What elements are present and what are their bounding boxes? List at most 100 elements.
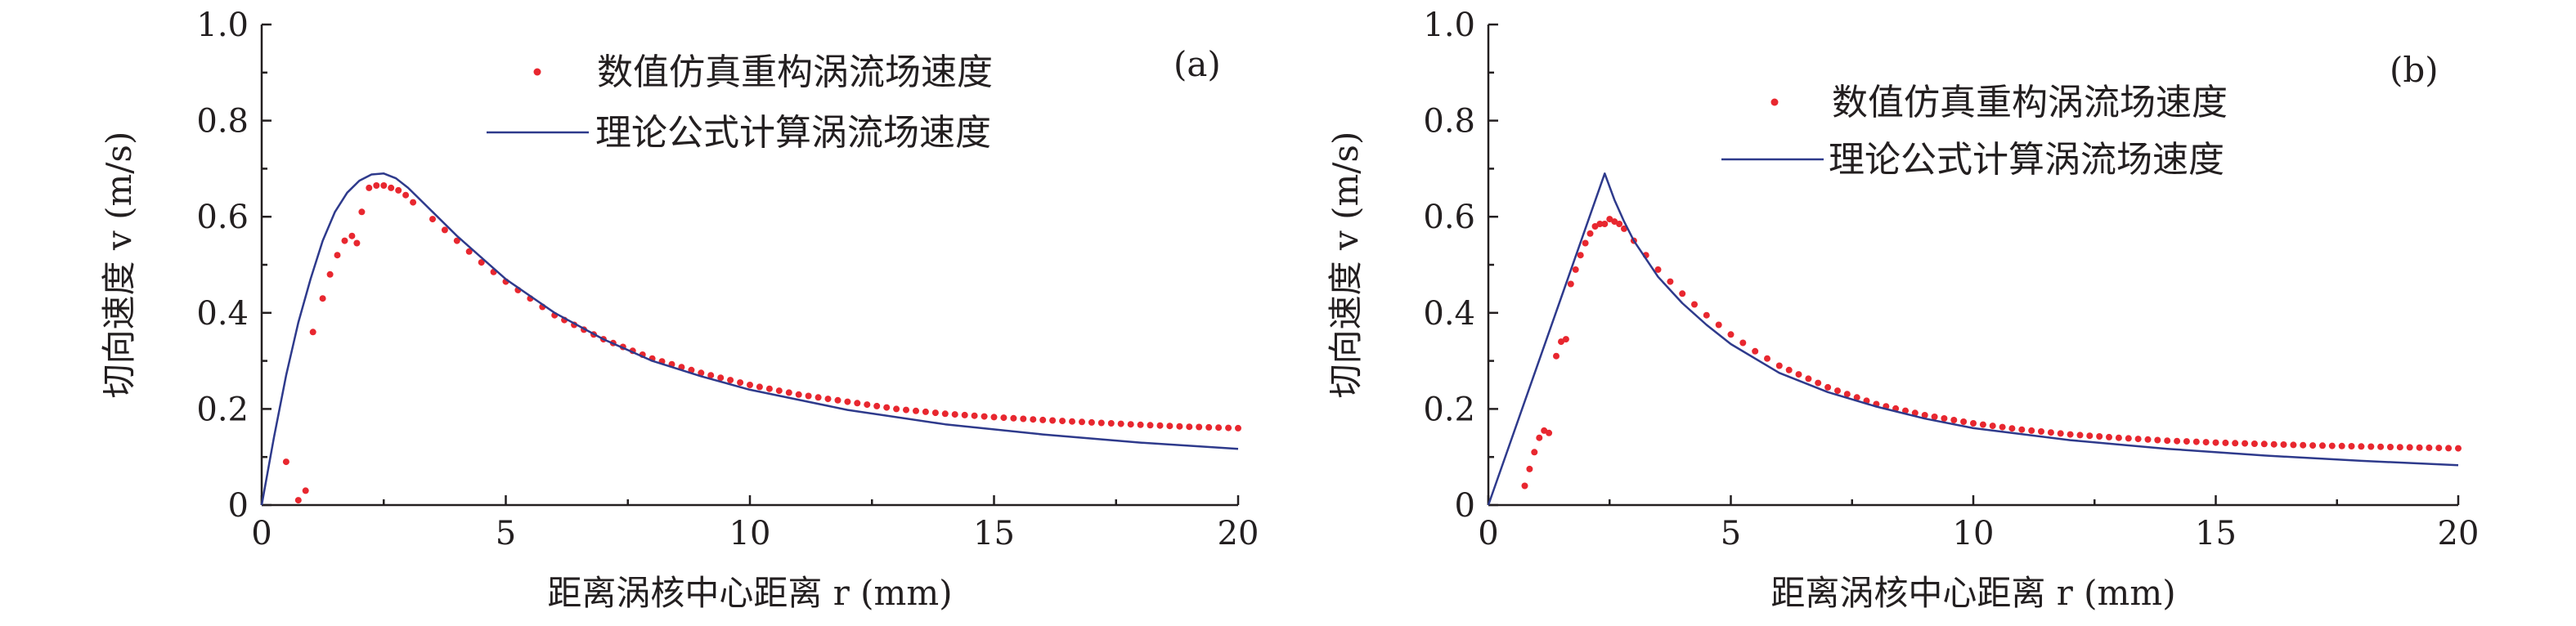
data-point	[1526, 465, 1533, 472]
legend-label-scatter: 数值仿真重构涡流场速度	[1832, 82, 2228, 123]
data-point	[2367, 443, 2375, 450]
data-point	[1553, 352, 1560, 360]
panel-label-a: (a)	[1174, 44, 1221, 84]
data-point	[1970, 420, 1977, 427]
data-point	[1853, 394, 1860, 401]
data-point	[2260, 440, 2268, 448]
data-point	[1196, 423, 1203, 431]
data-point	[1703, 311, 1710, 319]
data-point	[698, 369, 705, 377]
data-point	[2455, 445, 2462, 452]
y-tick-label: 0.8	[196, 103, 249, 141]
data-point	[931, 409, 939, 417]
x-tick-label: 20	[2438, 515, 2480, 552]
data-point	[2280, 441, 2287, 448]
data-point	[756, 383, 763, 391]
x-axis-label: 距离涡核中心距离 r (mm)	[1770, 573, 2175, 613]
data-point	[1679, 290, 1686, 297]
data-point	[2067, 431, 2074, 438]
data-point	[1911, 409, 1919, 417]
data-point	[1097, 419, 1105, 427]
data-point	[775, 387, 783, 395]
data-point	[1950, 417, 1958, 423]
data-point	[981, 413, 988, 420]
data-point	[1989, 423, 1996, 430]
data-point	[429, 216, 436, 223]
x-tick-label: 5	[1721, 515, 1741, 552]
data-point	[1107, 420, 1115, 427]
data-point	[348, 232, 356, 239]
data-point	[707, 372, 715, 379]
data-point	[1156, 422, 1164, 429]
legend-a: 数值仿真重构涡流场速度 理论公式计算涡流场速度	[487, 51, 993, 154]
axes-a	[260, 25, 1238, 507]
data-point	[2377, 443, 2385, 450]
data-point	[990, 414, 998, 421]
data-point	[1127, 421, 1134, 428]
data-point	[2445, 445, 2453, 452]
data-point	[1039, 416, 1047, 423]
data-point	[2348, 443, 2355, 449]
data-point	[2406, 444, 2413, 451]
data-point	[2144, 436, 2152, 443]
data-point	[2134, 436, 2142, 443]
data-point	[961, 411, 968, 418]
data-point	[453, 237, 460, 244]
tick-labels-b: 0 5 10 15 20 0 0.2 0.4 0.6 0.8 1.0	[1423, 7, 2479, 552]
data-point	[2008, 425, 2016, 432]
y-tick-label: 0.4	[1423, 295, 1475, 333]
data-point	[1611, 218, 1618, 226]
data-point	[1764, 355, 1770, 362]
data-point	[2242, 440, 2249, 447]
y-tick-label: 0.2	[1423, 391, 1475, 428]
data-point	[1654, 266, 1662, 273]
data-point	[2396, 444, 2403, 451]
data-point	[380, 182, 388, 189]
data-point	[2232, 440, 2239, 447]
x-tick-label: 5	[496, 515, 516, 552]
data-marks-b	[1487, 172, 2462, 506]
data-point	[1562, 336, 1569, 343]
data-point	[2290, 441, 2297, 449]
data-point	[727, 377, 734, 384]
data-point	[1000, 414, 1008, 422]
x-tick-label: 10	[1953, 515, 1995, 552]
data-point	[1739, 339, 1747, 347]
data-point	[1117, 420, 1124, 427]
data-point	[2028, 427, 2035, 434]
data-point	[2106, 433, 2112, 440]
data-point	[1536, 434, 1543, 441]
data-point	[1521, 482, 1528, 490]
data-point	[1606, 216, 1613, 223]
theory-line	[260, 172, 1239, 506]
data-point	[1601, 221, 1609, 227]
y-tick-label: 0.4	[196, 295, 249, 333]
data-point	[893, 405, 900, 413]
data-point	[1235, 424, 1241, 431]
data-point	[2202, 439, 2210, 446]
y-axis-label: 切向速度 v (m/s)	[1326, 132, 1366, 399]
data-point	[2076, 431, 2084, 439]
data-point	[903, 406, 909, 414]
x-tick-label: 0	[1478, 515, 1498, 552]
data-point	[2300, 441, 2307, 449]
legend-marker-scatter	[1770, 98, 1779, 106]
data-point	[1088, 418, 1095, 426]
data-point	[1815, 379, 1822, 387]
theory-line	[1487, 172, 2459, 506]
data-point	[309, 329, 316, 336]
data-point	[2047, 429, 2054, 436]
data-point	[282, 458, 289, 466]
data-point	[2192, 438, 2200, 445]
legend-label-scatter: 数值仿真重构涡流场速度	[597, 51, 993, 93]
data-point	[2426, 444, 2433, 451]
data-point	[844, 398, 851, 405]
x-tick-label: 15	[973, 515, 1015, 552]
data-point	[1546, 429, 1553, 436]
data-point	[834, 396, 841, 404]
data-point	[478, 259, 485, 266]
data-point	[1960, 418, 1968, 425]
data-point	[805, 392, 812, 400]
data-point	[1147, 422, 1154, 429]
